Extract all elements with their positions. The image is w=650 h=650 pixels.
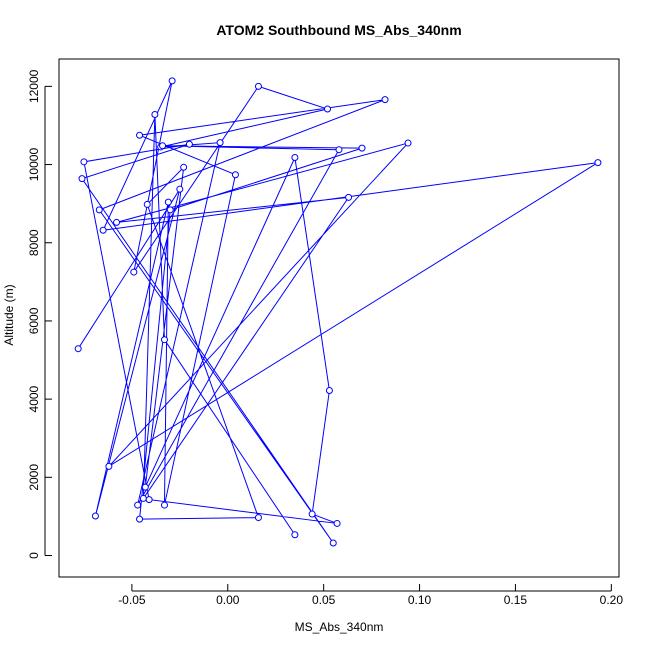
- data-point: [308, 510, 316, 518]
- data-point: [80, 158, 88, 166]
- data-point: [145, 496, 153, 504]
- data-point: [594, 159, 602, 167]
- chart-title: ATOM2 Southbound MS_Abs_340nm: [216, 22, 461, 38]
- x-tick-label: 0.15: [504, 593, 528, 607]
- plot-frame: [58, 58, 620, 578]
- data-point: [254, 514, 262, 522]
- y-axis-label: Altitude (m): [2, 284, 16, 345]
- data-point: [141, 483, 149, 491]
- data-point: [291, 531, 299, 539]
- y-tick-label: 8000: [27, 229, 41, 256]
- x-axis-label: MS_Abs_340nm: [295, 620, 384, 634]
- data-point: [185, 140, 193, 148]
- data-point: [143, 200, 151, 208]
- data-point: [335, 146, 343, 154]
- data-point: [113, 218, 121, 226]
- data-point: [91, 512, 99, 520]
- data-point: [130, 268, 138, 276]
- y-tick-label: 6000: [27, 307, 41, 334]
- data-point: [95, 206, 103, 214]
- data-point: [74, 345, 82, 353]
- data-point: [136, 515, 144, 523]
- data-point: [404, 139, 412, 147]
- series-line: [77, 80, 599, 544]
- data-point: [358, 144, 366, 152]
- y-tick-label: 12000: [27, 69, 41, 103]
- y-tick-label: 0: [27, 552, 41, 559]
- y-tick-label: 10000: [27, 148, 41, 182]
- data-point: [176, 185, 184, 193]
- data-point: [78, 175, 86, 183]
- data-point: [166, 206, 174, 214]
- data-point: [160, 336, 168, 344]
- x-axis: -0.05 0.00 0.05 0.10 0.15 0.20: [118, 584, 623, 607]
- data-point: [325, 387, 333, 395]
- y-axis: 0 2000 4000 6000 8000 10000 12000: [27, 69, 52, 559]
- data-point: [168, 77, 176, 85]
- data-point: [291, 154, 299, 162]
- x-tick-label: 0.00: [216, 593, 240, 607]
- data-point: [254, 82, 262, 90]
- data-point: [159, 142, 167, 150]
- data-point: [231, 171, 239, 179]
- x-tick-label: 0.20: [600, 593, 624, 607]
- data-point: [216, 139, 224, 147]
- x-tick-label: -0.05: [118, 593, 146, 607]
- x-tick-label: 0.05: [312, 593, 336, 607]
- data-point: [333, 519, 341, 527]
- series-layer: [74, 77, 602, 547]
- data-point: [180, 163, 188, 171]
- data-point: [139, 494, 147, 502]
- y-tick-label: 2000: [27, 464, 41, 491]
- data-point: [136, 131, 144, 139]
- data-point: [329, 539, 337, 547]
- data-point: [345, 193, 353, 201]
- data-point: [134, 501, 142, 509]
- y-tick-label: 4000: [27, 385, 41, 412]
- data-point: [323, 105, 331, 113]
- data-point: [381, 96, 389, 104]
- x-tick-label: 0.10: [408, 593, 432, 607]
- data-point: [160, 501, 168, 509]
- data-point: [164, 198, 172, 206]
- data-point: [99, 226, 107, 234]
- data-point: [105, 462, 113, 470]
- data-point: [151, 111, 159, 119]
